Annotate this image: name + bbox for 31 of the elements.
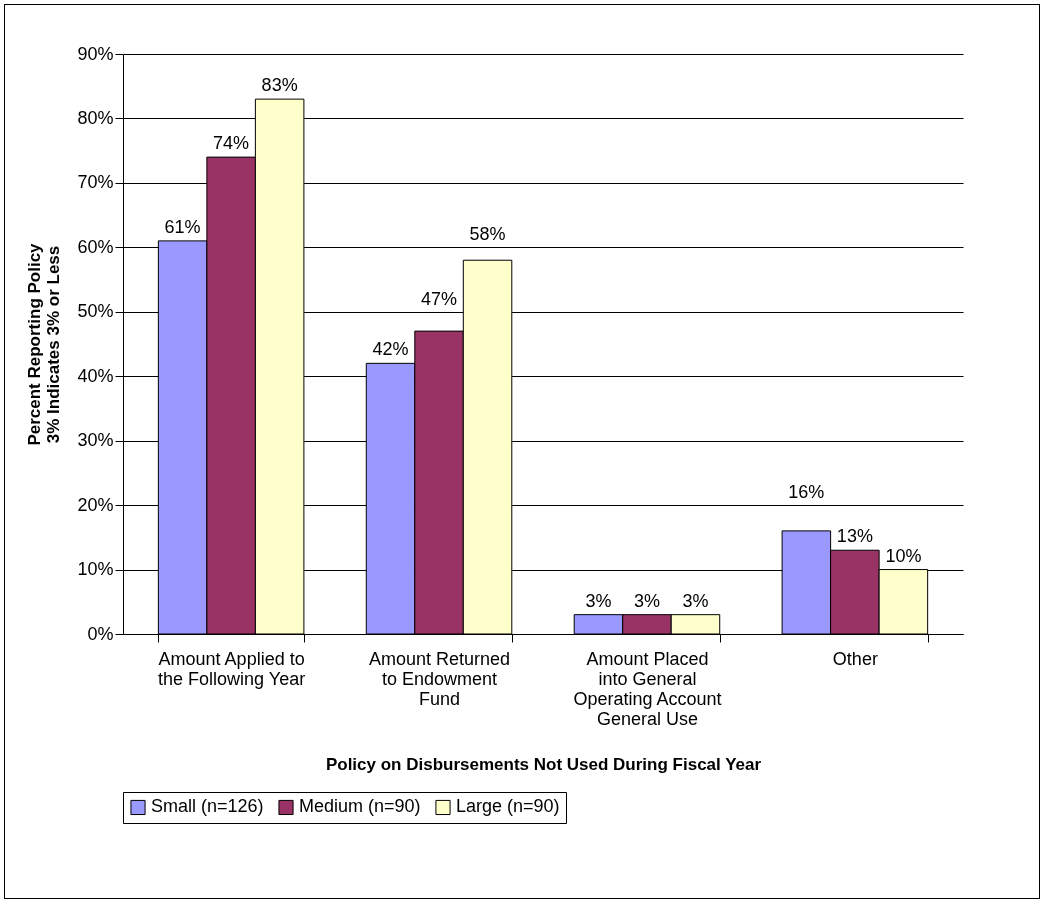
y-tick-label: 50% [77, 301, 114, 322]
data-label: 3% [682, 590, 709, 611]
x-tick-label: Amount Placed into General Operating Account General Use [573, 648, 722, 729]
x-axis-title: Policy on Disbursements Not Used During Fiscal Year [325, 754, 762, 774]
data-label: 3% [633, 590, 660, 611]
y-tick-label: 0% [87, 623, 114, 644]
data-label: 83% [261, 75, 298, 96]
y-tick-label: 70% [77, 172, 114, 193]
y-tick-label: 90% [77, 43, 114, 64]
data-label: 3% [585, 590, 612, 611]
x-tick-label: Other [832, 648, 878, 669]
x-tick-label: Amount Returned to Endowment Fund [368, 648, 511, 709]
data-label: 13% [836, 526, 873, 547]
legend-label: Large (n=90) [456, 796, 560, 817]
y-tick-label: 10% [77, 559, 114, 580]
legend-label: Small (n=126) [151, 796, 264, 817]
y-tick-label: 80% [77, 107, 114, 128]
data-label: 47% [421, 288, 458, 309]
data-label: 61% [164, 216, 201, 237]
data-label: 42% [372, 339, 409, 360]
legend-label: Medium (n=90) [299, 796, 421, 817]
y-tick-label: 20% [77, 494, 114, 515]
y-tick-label: 30% [77, 430, 114, 451]
y-tick-label: 60% [77, 236, 114, 257]
data-label: 74% [213, 133, 250, 154]
y-axis-title: Percent Reporting Policy 3% Indicates 3% or Less [25, 242, 64, 446]
x-tick-label: Amount Applied to the Following Year [158, 648, 306, 689]
y-tick-label: 40% [77, 365, 114, 386]
data-label: 16% [788, 482, 825, 503]
data-label: 58% [469, 224, 506, 245]
data-label: 10% [885, 545, 922, 566]
